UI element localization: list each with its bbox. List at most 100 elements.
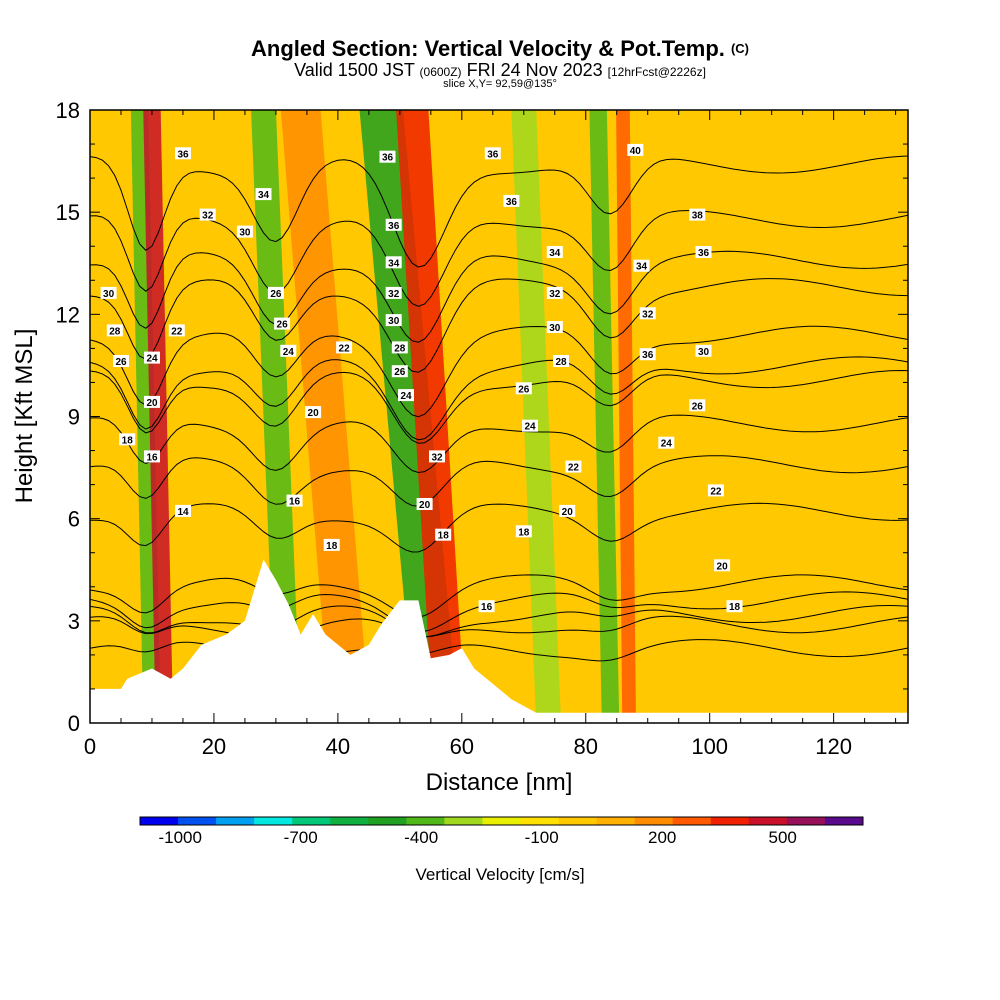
contour-label-21: 26 [113, 355, 129, 368]
colorbar-swatch-2 [216, 817, 255, 825]
colorbar-swatch-10 [520, 817, 560, 825]
colorbar-swatch-13 [634, 817, 674, 825]
contour-label-text: 20 [562, 507, 574, 518]
contour-label-text: 18 [438, 531, 450, 542]
contour-label-text: 34 [388, 258, 400, 269]
colorbar-swatch-16 [748, 817, 788, 825]
x-tick-label: 40 [326, 734, 350, 759]
contour-label-32: 18 [323, 538, 340, 552]
contour-label-text: 28 [394, 343, 406, 354]
isentrope-24 [90, 455, 908, 507]
contour-label-bg [546, 321, 563, 333]
contour-label-text: 28 [555, 357, 567, 368]
contour-label-17: 30 [236, 225, 253, 239]
x-tick-label: 80 [574, 734, 598, 759]
contour-label-text: 22 [171, 326, 183, 337]
subtitle-utc-time: (0600Z) [419, 65, 462, 79]
contour-label-text: 28 [109, 326, 121, 337]
contour-label-text: 40 [630, 146, 642, 157]
contour-label-bg [553, 355, 569, 367]
contour-label-text: 30 [239, 228, 251, 239]
y-tick-label: 18 [56, 98, 80, 123]
contour-label-33: 36 [379, 150, 396, 164]
colorbar-swatch-11 [558, 817, 598, 825]
contour-label-bg [391, 365, 408, 378]
colorbar-swatch-7 [406, 817, 445, 825]
contour-label-13: 38 [689, 208, 706, 222]
contour-label-23: 22 [168, 324, 185, 337]
contour-label-36: 32 [385, 286, 402, 300]
colorbar-swatch-12 [596, 817, 636, 825]
contour-label-8: 28 [553, 355, 569, 368]
contour-label-bg [398, 389, 414, 402]
contour-label-text: 20 [419, 500, 431, 511]
colorbar: -1000 -700 -400 -100 200 500 [139, 816, 864, 847]
isentrope-34 [90, 278, 908, 373]
contour-label-text: 34 [258, 190, 270, 201]
chart-subtitle: Valid 1500 JST (0600Z) FRI 24 Nov 2023 [… [0, 60, 1000, 81]
colorbar-tick-label: 200 [648, 828, 676, 847]
contour-label-30: 22 [336, 341, 353, 354]
velocity-field [130, 110, 636, 723]
contour-label-20: 28 [106, 324, 123, 337]
contour-label-1: 16 [286, 494, 303, 508]
chart-title-text: Angled Section: Vertical Velocity & Pot.… [251, 36, 725, 61]
y-tick-label: 3 [68, 609, 80, 634]
contour-label-text: 26 [115, 357, 127, 368]
contour-label-text: 22 [710, 486, 722, 497]
contour-label-47: 32 [546, 286, 563, 300]
contour-label-bg [106, 324, 123, 337]
contour-label-39: 26 [391, 365, 408, 378]
contour-label-16: 32 [199, 208, 216, 222]
isentrope-36 [90, 250, 908, 343]
colorbar-swatch-14 [672, 817, 712, 825]
x-axis-label: Distance [nm] [426, 769, 573, 796]
contour-label-12: 36 [695, 246, 712, 259]
colorbar-label: Vertical Velocity [cm/s] [415, 865, 584, 884]
contour-label-text: 18 [518, 527, 530, 538]
contour-label-bg [689, 208, 706, 221]
contour-label-text: 36 [506, 197, 518, 208]
contour-label-44: 36 [484, 147, 501, 160]
colorbar-swatch-5 [330, 817, 369, 825]
contour-label-bg [695, 344, 712, 357]
contour-label-37: 30 [385, 314, 402, 327]
contour-label-text: 26 [270, 289, 282, 300]
contour-label-bg [522, 419, 538, 432]
colorbar-swatch-0 [140, 817, 179, 825]
colorbar-tick-label: 500 [769, 828, 797, 847]
contour-label-53: 18 [515, 525, 532, 538]
contour-label-24: 20 [144, 395, 160, 409]
isentrope-40 [90, 155, 908, 268]
contour-label-bg [175, 504, 191, 517]
colorbar-swatch-15 [710, 817, 750, 825]
contour-label-bg [714, 559, 731, 572]
contour-label-bg [255, 188, 272, 201]
contour-label-text: 32 [549, 289, 561, 300]
contour-label-text: 24 [524, 422, 536, 433]
contour-label-bg [144, 450, 160, 463]
contour-label-bg [113, 355, 129, 367]
contour-label-bg [385, 286, 402, 299]
contour-label-text: 30 [388, 316, 400, 327]
isentrope-22 [90, 502, 908, 553]
chart-title: Angled Section: Vertical Velocity & Pot.… [0, 36, 1000, 62]
subtitle-forecast: [12hrFcst@2226z] [607, 65, 706, 79]
contour-label-text: 20 [717, 561, 729, 572]
y-tick-label: 0 [68, 711, 80, 736]
colorbar-swatch-9 [482, 817, 522, 825]
subtitle-date: FRI 24 Nov 2023 [466, 60, 603, 80]
contour-label-5: 22 [707, 484, 724, 497]
x-tick-label: 120 [815, 734, 852, 759]
velocity-band-6 [511, 110, 562, 723]
contour-label-bg [305, 406, 322, 419]
colorbar-swatch-17 [786, 817, 826, 825]
contour-label-text: 30 [549, 323, 561, 334]
contour-label-bg [478, 600, 495, 613]
contour-label-bg [236, 225, 253, 238]
contour-label-43: 18 [435, 528, 452, 542]
contour-label-bg [689, 399, 706, 412]
contour-label-text: 36 [177, 149, 189, 160]
colorbar-frame [139, 816, 864, 826]
contour-label-text: 14 [177, 507, 189, 518]
